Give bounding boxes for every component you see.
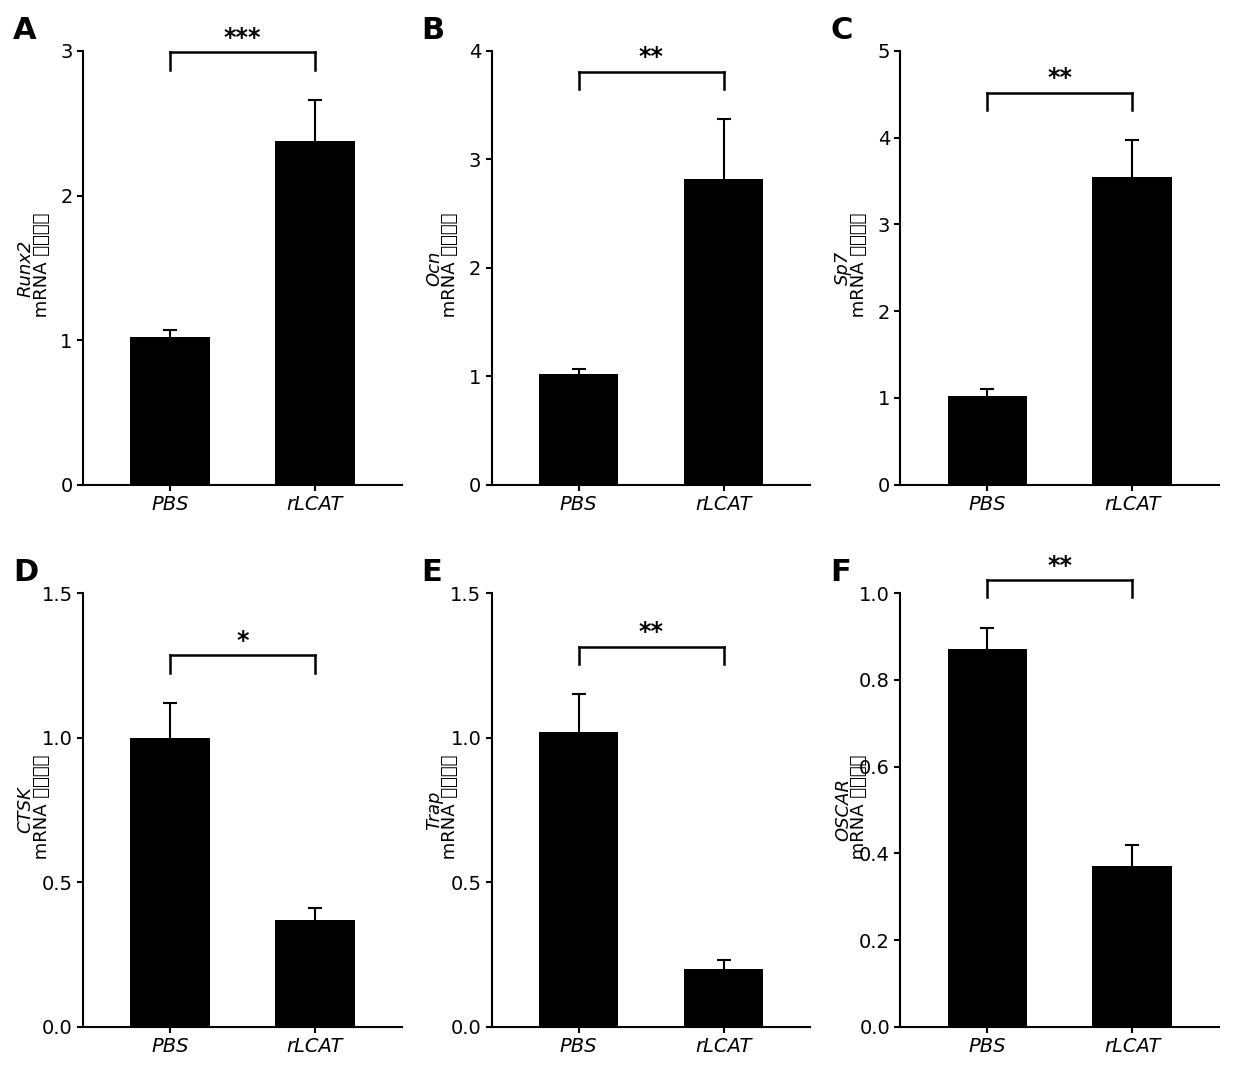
Text: A: A [12, 16, 36, 45]
Text: mRNA 倒数变化: mRNA 倒数变化 [32, 755, 51, 865]
Text: mRNA 倒数变化: mRNA 倒数变化 [441, 755, 459, 865]
Text: CTSK: CTSK [16, 786, 35, 834]
Text: **: ** [1048, 67, 1073, 90]
Text: E: E [422, 558, 443, 587]
Text: mRNA 倒数变化: mRNA 倒数变化 [32, 212, 51, 323]
Text: mRNA 倒数变化: mRNA 倒数变化 [441, 212, 459, 323]
Text: **: ** [639, 620, 663, 644]
Bar [947, 649, 1027, 1026]
Bar [539, 374, 619, 485]
Bar [683, 179, 764, 485]
Text: Trap: Trap [425, 791, 444, 829]
Text: Sp7: Sp7 [835, 251, 852, 285]
Text: B: B [422, 16, 445, 45]
Bar [683, 969, 764, 1026]
Text: Runx2: Runx2 [16, 239, 35, 296]
Text: mRNA 倒数变化: mRNA 倒数变化 [849, 755, 868, 865]
Bar [275, 920, 355, 1026]
Text: *: * [236, 629, 249, 653]
Bar [947, 396, 1027, 485]
Bar [1092, 866, 1172, 1026]
Bar [130, 738, 210, 1026]
Text: mRNA 倒数变化: mRNA 倒数变化 [849, 212, 868, 323]
Text: **: ** [639, 45, 663, 69]
Bar [539, 731, 619, 1026]
Text: C: C [831, 16, 853, 45]
Text: F: F [831, 558, 851, 587]
Bar [130, 337, 210, 485]
Bar [275, 141, 355, 485]
Text: Ocn: Ocn [425, 250, 444, 285]
Bar [1092, 177, 1172, 485]
Text: **: ** [1048, 554, 1073, 578]
Text: ***: *** [223, 26, 262, 51]
Text: D: D [12, 558, 38, 587]
Text: OSCAR: OSCAR [835, 779, 852, 841]
